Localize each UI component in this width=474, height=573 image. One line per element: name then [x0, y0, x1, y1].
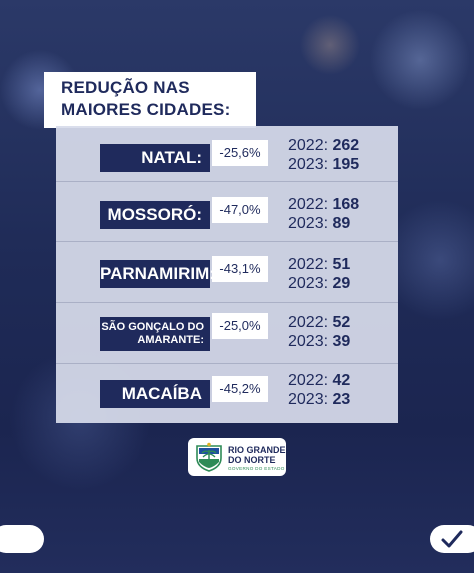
city-name: NATAL: — [141, 148, 202, 167]
city-name: SÃO GONÇALO DO AMARANTE: — [101, 321, 204, 346]
reduction-badge: -47,0% — [212, 197, 268, 223]
confirm-button[interactable] — [430, 525, 474, 553]
city-name-box: MACAÍBA — [100, 380, 210, 408]
row-divider — [56, 302, 398, 303]
reduction-badge: -45,2% — [212, 376, 268, 402]
year-value: 89 — [332, 215, 351, 232]
state-emblem-icon — [196, 442, 222, 472]
title-line-1: REDUÇÃO NAS — [61, 78, 190, 97]
city-row-macaiba: MACAÍBA -45,2% 2022: 42 2023: 23 — [56, 363, 398, 423]
logo-text-line-3: GOVERNO DO ESTADO — [228, 466, 285, 471]
city-name-box: NATAL: — [100, 144, 210, 172]
year-2023: 2023: 195 — [288, 155, 359, 174]
year-2023: 2023: 89 — [288, 214, 350, 233]
row-divider — [56, 181, 398, 182]
reduction-badge: -25,6% — [212, 140, 268, 166]
government-logo: RIO GRANDE DO NORTE GOVERNO DO ESTADO — [188, 438, 286, 476]
year-2023: 2023: 39 — [288, 332, 350, 351]
year-label: 2022: — [288, 256, 329, 273]
year-label: 2023: — [288, 333, 329, 350]
city-row-sao-goncalo: SÃO GONÇALO DO AMARANTE: -25,0% 2022: 52… — [56, 302, 398, 362]
year-value: 195 — [332, 156, 360, 173]
year-label: 2023: — [288, 156, 329, 173]
year-2022: 2022: 51 — [288, 255, 350, 274]
cities-panel: NATAL: -25,6% 2022: 262 2023: 195 MOSSOR… — [56, 126, 398, 423]
city-name-box: MOSSORÓ: — [100, 201, 210, 229]
city-name: MACAÍBA — [121, 384, 202, 403]
city-name: MOSSORÓ: — [107, 205, 202, 224]
row-divider — [56, 241, 398, 242]
year-label: 2023: — [288, 275, 329, 292]
year-value: 262 — [332, 137, 360, 154]
year-2022: 2022: 42 — [288, 371, 350, 390]
year-value: 51 — [332, 256, 351, 273]
year-value: 39 — [332, 333, 351, 350]
year-label: 2023: — [288, 215, 329, 232]
year-value: 52 — [332, 314, 351, 331]
reduction-badge: -25,0% — [212, 313, 268, 339]
city-row-natal: NATAL: -25,6% 2022: 262 2023: 195 — [56, 126, 398, 186]
reduction-badge: -43,1% — [212, 256, 268, 282]
year-2022: 2022: 168 — [288, 195, 359, 214]
year-label: 2022: — [288, 372, 329, 389]
city-row-mossoro: MOSSORÓ: -47,0% 2022: 168 2023: 89 — [56, 181, 398, 241]
city-name: PARNAMIRIM: — [100, 264, 215, 283]
logo-text-line-2: DO NORTE — [228, 455, 276, 465]
title-line-2: MAIORES CIDADES: — [61, 100, 231, 119]
year-label: 2022: — [288, 314, 329, 331]
row-divider — [56, 363, 398, 364]
year-label: 2022: — [288, 196, 329, 213]
year-2022: 2022: 262 — [288, 136, 359, 155]
city-name-box: PARNAMIRIM: — [100, 260, 215, 288]
logo-text-line-1: RIO GRANDE — [228, 445, 286, 455]
year-2023: 2023: 29 — [288, 274, 350, 293]
year-value: 29 — [332, 275, 351, 292]
year-value: 23 — [332, 391, 351, 408]
year-label: 2023: — [288, 391, 329, 408]
title-box: REDUÇÃO NAS MAIORES CIDADES: — [44, 72, 256, 128]
left-pill-button[interactable] — [0, 525, 44, 553]
year-label: 2022: — [288, 137, 329, 154]
year-2022: 2022: 52 — [288, 313, 350, 332]
city-name-box: SÃO GONÇALO DO AMARANTE: — [100, 317, 210, 351]
year-value: 168 — [332, 196, 360, 213]
year-value: 42 — [332, 372, 351, 389]
check-icon — [441, 530, 463, 548]
year-2023: 2023: 23 — [288, 390, 350, 409]
city-row-parnamirim: PARNAMIRIM: -43,1% 2022: 51 2023: 29 — [56, 241, 398, 301]
